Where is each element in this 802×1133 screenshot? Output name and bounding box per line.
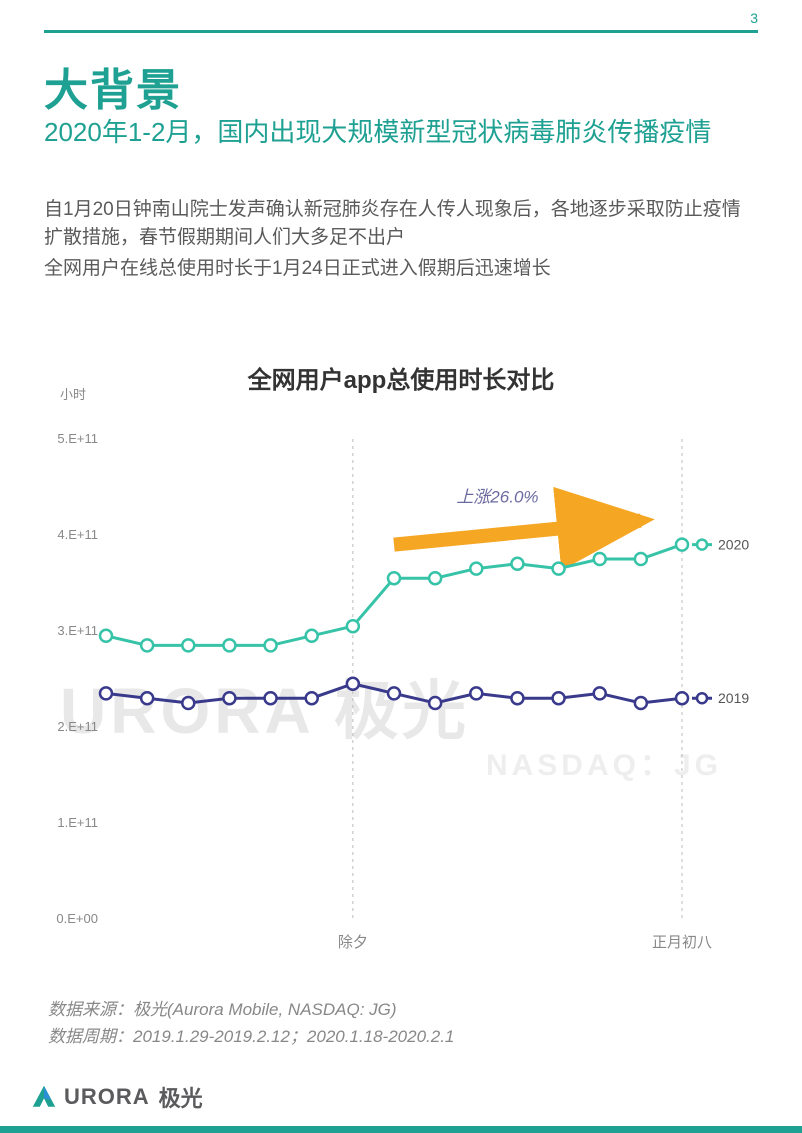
y-tick-label: 2.E+11 — [57, 719, 98, 734]
series-marker-2019 — [429, 697, 441, 709]
annotation-label: 上涨26.0% — [456, 488, 538, 507]
series-marker-2020 — [470, 563, 482, 575]
body-text: 自1月20日钟南山院士发声确认新冠肺炎存在人传人现象后，各地逐步采取防止疫情扩散… — [44, 196, 752, 287]
chart-svg: 0.E+00 1.E+11 2.E+11 3.E+11 4.E+11 5.E+11 除夕 正月… — [44, 399, 758, 969]
footer-logo: URORA 极光 — [30, 1081, 203, 1113]
series-marker-2020 — [223, 639, 235, 651]
y-tick-label: 4.E+11 — [57, 527, 98, 542]
page-number: 3 — [750, 10, 758, 26]
series-marker-2020 — [635, 553, 647, 565]
series-marker-2019 — [553, 692, 565, 704]
legend-marker-2019 — [697, 693, 707, 703]
series-marker-2020 — [265, 639, 277, 651]
series-marker-2020 — [347, 620, 359, 632]
page-subtitle: 2020年1-2月，国内出现大规模新型冠状病毒肺炎传播疫情 — [44, 116, 752, 150]
y-tick-label: 5.E+11 — [57, 431, 98, 446]
series-marker-2020 — [676, 539, 688, 551]
chart-title: 全网用户app总使用时长对比 — [44, 360, 758, 395]
aurora-logo-icon — [30, 1083, 58, 1111]
x-tick-label: 除夕 — [338, 934, 368, 951]
series-marker-2019 — [635, 697, 647, 709]
series-marker-2020 — [594, 553, 606, 565]
series-marker-2019 — [470, 687, 482, 699]
legend-marker-2020 — [697, 540, 707, 550]
y-tick-label: 0.E+00 — [56, 911, 98, 926]
series-marker-2019 — [594, 687, 606, 699]
y-tick-label: 1.E+11 — [57, 815, 98, 830]
series-marker-2019 — [388, 687, 400, 699]
top-rule — [44, 30, 758, 33]
legend-label-2020: 2020 — [718, 537, 749, 553]
series-marker-2019 — [347, 678, 359, 690]
series-marker-2019 — [511, 692, 523, 704]
series-marker-2019 — [182, 697, 194, 709]
y-axis-unit: 小时 — [60, 384, 86, 403]
series-marker-2019 — [676, 692, 688, 704]
y-tick-label: 3.E+11 — [57, 623, 98, 638]
source-line-1: 数据来源：极光(Aurora Mobile, NASDAQ: JG) — [48, 996, 454, 1023]
series-marker-2020 — [429, 572, 441, 584]
series-marker-2019 — [265, 692, 277, 704]
body-line-1: 自1月20日钟南山院士发声确认新冠肺炎存在人传人现象后，各地逐步采取防止疫情扩散… — [44, 196, 752, 251]
series-marker-2020 — [100, 630, 112, 642]
annotation-arrow — [394, 521, 641, 545]
footer-brand-cn: 极光 — [159, 1081, 203, 1113]
legend-label-2019: 2019 — [718, 690, 749, 706]
page-title: 大背景 — [44, 54, 182, 118]
series-marker-2020 — [388, 572, 400, 584]
body-line-2: 全网用户在线总使用时长于1月24日正式进入假期后迅速增长 — [44, 255, 752, 283]
source-line-2: 数据周期：2019.1.29-2019.2.12；2020.1.18-2020.… — [48, 1023, 454, 1050]
series-marker-2020 — [553, 563, 565, 575]
series-marker-2020 — [511, 558, 523, 570]
series-marker-2020 — [182, 639, 194, 651]
series-marker-2019 — [306, 692, 318, 704]
series-marker-2020 — [306, 630, 318, 642]
footer-brand: URORA — [64, 1084, 150, 1110]
series-marker-2019 — [223, 692, 235, 704]
bottom-bar — [0, 1126, 802, 1133]
x-tick-label: 正月初八 — [652, 934, 712, 951]
chart-container: 全网用户app总使用时长对比 小时 0.E+00 1.E+11 2.E+11 3.E+… — [44, 360, 758, 970]
series-marker-2019 — [100, 687, 112, 699]
series-marker-2020 — [141, 639, 153, 651]
data-source: 数据来源：极光(Aurora Mobile, NASDAQ: JG) 数据周期：… — [48, 996, 454, 1050]
series-marker-2019 — [141, 692, 153, 704]
